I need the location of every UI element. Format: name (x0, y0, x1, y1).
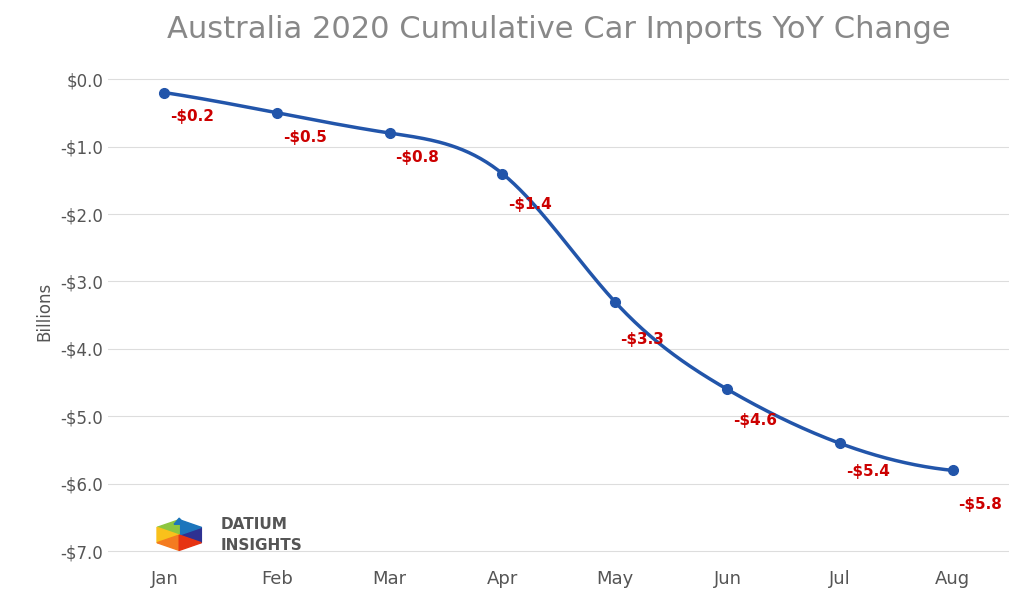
Y-axis label: Billions: Billions (36, 282, 53, 341)
Polygon shape (174, 518, 184, 524)
Polygon shape (179, 520, 202, 535)
Text: -$4.6: -$4.6 (733, 413, 777, 428)
Polygon shape (157, 520, 179, 535)
Text: -$1.4: -$1.4 (508, 197, 552, 212)
Text: -$0.8: -$0.8 (395, 150, 439, 165)
Polygon shape (179, 535, 202, 550)
Text: -$3.3: -$3.3 (621, 332, 665, 347)
Polygon shape (157, 535, 179, 550)
Polygon shape (157, 527, 179, 542)
Text: -$0.5: -$0.5 (283, 130, 327, 145)
Text: -$5.4: -$5.4 (846, 464, 890, 478)
Title: Australia 2020 Cumulative Car Imports YoY Change: Australia 2020 Cumulative Car Imports Yo… (167, 15, 950, 44)
Text: -$5.8: -$5.8 (958, 498, 1002, 512)
Text: -$0.2: -$0.2 (170, 109, 214, 124)
Polygon shape (179, 527, 202, 542)
Text: DATIUM
INSIGHTS: DATIUM INSIGHTS (220, 517, 302, 553)
